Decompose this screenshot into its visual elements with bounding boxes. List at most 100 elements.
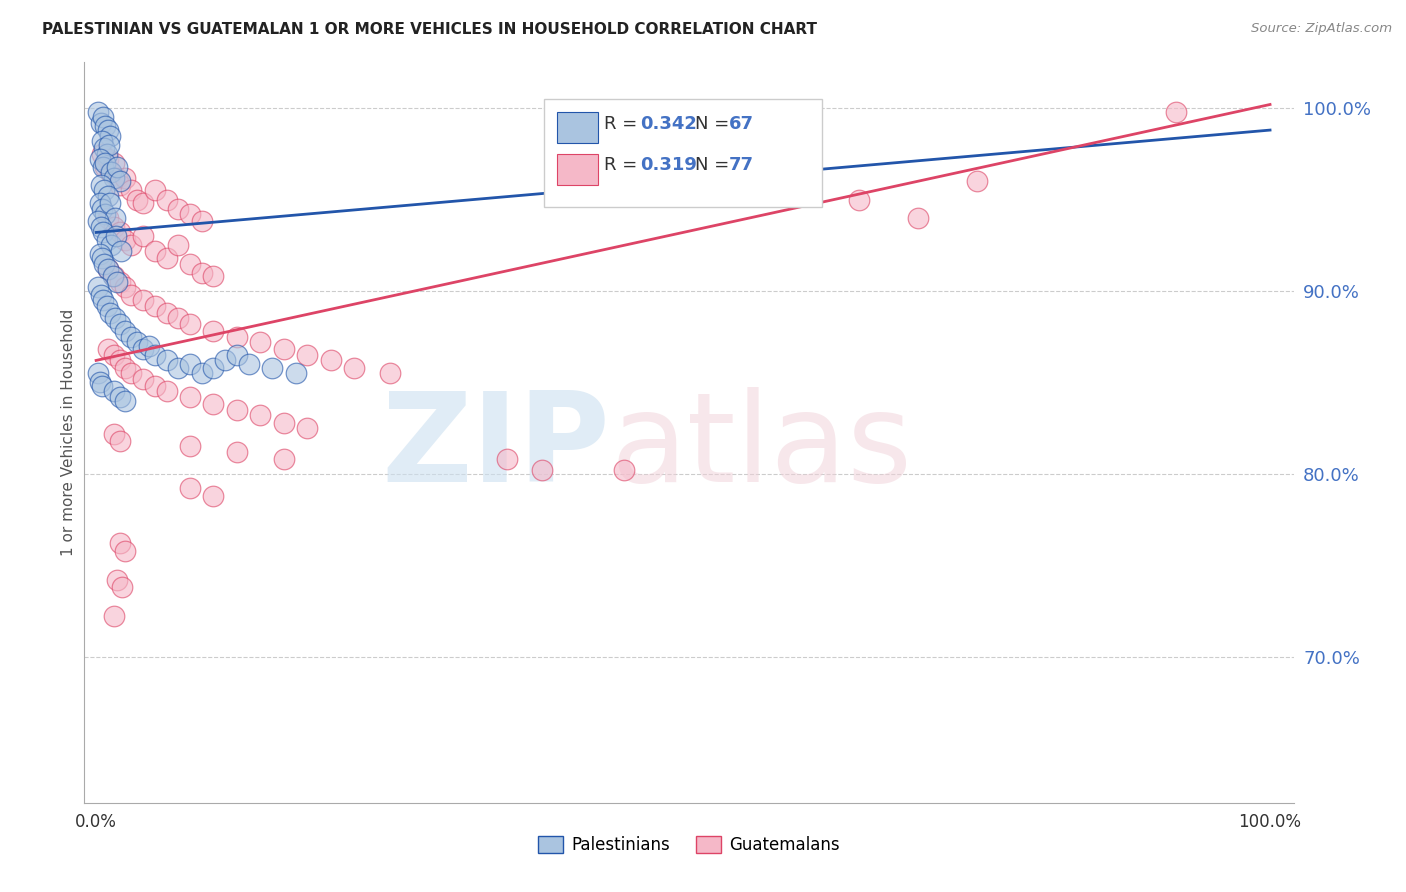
Point	[167, 360, 190, 375]
Point	[249, 409, 271, 423]
Point	[731, 170, 754, 185]
Text: PALESTINIAN VS GUATEMALAN 1 OR MORE VEHICLES IN HOUSEHOLD CORRELATION CHART: PALESTINIAN VS GUATEMALAN 1 OR MORE VEHI…	[42, 22, 817, 37]
Point	[179, 207, 201, 221]
Point	[143, 183, 166, 197]
Point	[87, 104, 110, 119]
Point	[105, 229, 128, 244]
Point	[91, 160, 114, 174]
Text: 0.342: 0.342	[641, 115, 697, 133]
Point	[105, 170, 128, 185]
Point	[202, 269, 225, 284]
Point	[91, 146, 114, 161]
Point	[114, 393, 136, 408]
Point	[108, 178, 131, 192]
Point	[179, 439, 201, 453]
Point	[127, 193, 149, 207]
Point	[89, 247, 111, 261]
Point	[108, 353, 131, 368]
Point	[138, 339, 160, 353]
Point	[226, 402, 249, 417]
Point	[91, 134, 114, 148]
Point	[90, 219, 112, 234]
Point	[179, 390, 201, 404]
Point	[104, 211, 127, 225]
Point	[100, 238, 122, 252]
Text: R =: R =	[605, 156, 644, 174]
Legend: Palestinians, Guatemalans: Palestinians, Guatemalans	[531, 830, 846, 861]
Text: Source: ZipAtlas.com: Source: ZipAtlas.com	[1251, 22, 1392, 36]
Point	[132, 343, 155, 357]
Point	[103, 269, 125, 284]
Point	[110, 244, 132, 258]
Point	[155, 306, 177, 320]
Point	[1166, 104, 1188, 119]
Point	[907, 211, 929, 225]
Point	[96, 299, 118, 313]
Point	[96, 146, 118, 161]
Point	[94, 207, 117, 221]
Point	[202, 489, 225, 503]
Point	[103, 426, 125, 441]
Y-axis label: 1 or more Vehicles in Household: 1 or more Vehicles in Household	[60, 309, 76, 557]
Point	[214, 353, 236, 368]
Point	[167, 202, 190, 216]
Point	[87, 280, 110, 294]
Text: 67: 67	[728, 115, 754, 133]
Point	[143, 379, 166, 393]
Point	[120, 287, 142, 301]
Point	[120, 183, 142, 197]
Point	[90, 178, 112, 192]
Point	[91, 379, 114, 393]
Point	[97, 262, 120, 277]
Point	[155, 353, 177, 368]
Point	[155, 193, 177, 207]
Point	[284, 366, 307, 380]
Point	[103, 219, 125, 234]
Point	[613, 463, 636, 477]
Point	[108, 536, 131, 550]
Point	[297, 348, 319, 362]
Point	[89, 153, 111, 167]
Point	[114, 233, 136, 247]
Point	[97, 262, 120, 277]
Point	[226, 348, 249, 362]
Point	[98, 128, 121, 143]
Point	[114, 170, 136, 185]
Point	[319, 353, 342, 368]
Point	[378, 366, 401, 380]
Point	[226, 445, 249, 459]
Point	[114, 280, 136, 294]
Point	[249, 335, 271, 350]
Point	[103, 609, 125, 624]
Text: atlas: atlas	[610, 387, 912, 508]
Point	[167, 238, 190, 252]
Point	[94, 160, 117, 174]
Point	[179, 317, 201, 331]
Point	[848, 193, 870, 207]
Point	[103, 348, 125, 362]
Point	[120, 366, 142, 380]
Point	[179, 256, 201, 270]
Point	[179, 482, 201, 496]
Point	[132, 196, 155, 211]
Point	[91, 251, 114, 265]
Point	[103, 156, 125, 170]
Point	[114, 360, 136, 375]
Point	[108, 226, 131, 240]
Point	[100, 165, 122, 179]
Text: R =: R =	[605, 115, 644, 133]
Point	[90, 116, 112, 130]
Point	[132, 229, 155, 244]
Point	[87, 214, 110, 228]
Point	[202, 397, 225, 411]
FancyBboxPatch shape	[544, 99, 823, 207]
Point	[97, 153, 120, 167]
Point	[273, 343, 295, 357]
Point	[167, 311, 190, 326]
Point	[120, 329, 142, 343]
Point	[238, 357, 260, 371]
Point	[94, 156, 117, 170]
Point	[103, 170, 125, 185]
Point	[89, 376, 111, 390]
Point	[789, 178, 811, 192]
